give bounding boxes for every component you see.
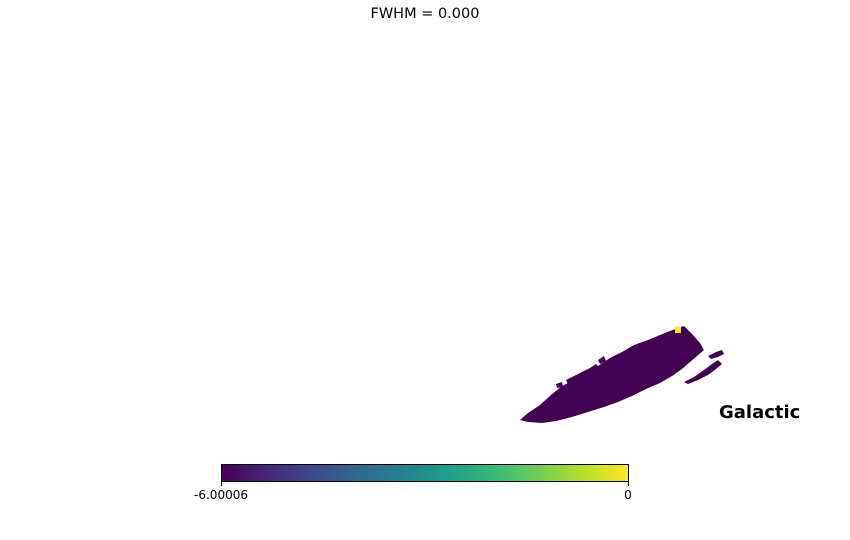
map-region-fragment — [566, 364, 600, 384]
colorbar-min-label: -6.00006 — [194, 488, 248, 502]
map-region — [520, 326, 704, 423]
coordinate-system-label: Galactic — [719, 402, 801, 423]
colorbar-tick-max — [628, 481, 629, 486]
map-region-fragment — [598, 356, 606, 364]
map-region-fragment — [708, 350, 724, 359]
colorbar — [221, 464, 629, 482]
colorbar-max-label: 0 — [624, 488, 632, 502]
map-region-fragment — [684, 360, 722, 384]
hot-pixel — [675, 327, 681, 333]
plot-title: FWHM = 0.000 — [370, 6, 480, 22]
colorbar-tick-min — [221, 481, 222, 486]
map-region-fragment — [556, 382, 563, 388]
